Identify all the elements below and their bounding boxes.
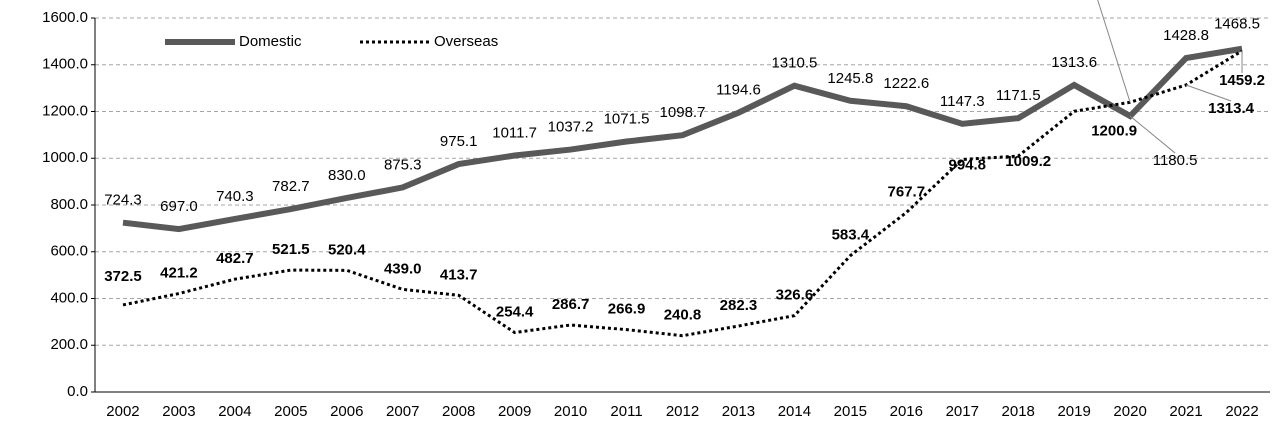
y-tick-label: 600.0 <box>50 243 88 260</box>
legend-label: Overseas <box>434 33 498 50</box>
data-label: 1011.7 <box>492 124 537 141</box>
y-tick-label: 1000.0 <box>42 149 88 166</box>
x-tick-label: 2018 <box>1002 403 1035 420</box>
data-label: 1222.6 <box>883 75 929 92</box>
x-tick-label: 2012 <box>666 403 699 420</box>
y-tick-label: 1200.0 <box>42 102 88 119</box>
data-label: 521.5 <box>272 241 310 258</box>
data-label: 1313.4 <box>1208 100 1255 117</box>
x-tick-label: 2016 <box>890 403 923 420</box>
x-tick-label: 2017 <box>946 403 979 420</box>
y-tick-label: 0.0 <box>67 383 88 400</box>
x-tick-label: 2022 <box>1225 403 1258 420</box>
x-tick-label: 2005 <box>274 403 307 420</box>
x-tick-label: 2002 <box>106 403 139 420</box>
data-label: 254.4 <box>496 304 534 321</box>
data-label: 1468.5 <box>1214 16 1260 33</box>
series-line <box>122 49 1243 338</box>
data-label: 482.7 <box>216 250 254 267</box>
x-tick-label: 2019 <box>1057 403 1090 420</box>
data-label: 697.0 <box>160 198 198 215</box>
data-label: 782.7 <box>272 178 310 195</box>
data-label: 240.8 <box>664 307 702 324</box>
data-label: 1310.5 <box>771 55 817 72</box>
x-tick-label: 2009 <box>498 403 531 420</box>
data-label: 439.0 <box>384 260 422 277</box>
data-label: 975.1 <box>440 133 478 150</box>
x-tick-label: 2014 <box>778 403 811 420</box>
data-label: 1313.6 <box>1051 54 1097 71</box>
data-label: 413.7 <box>440 266 478 283</box>
y-tick-label: 200.0 <box>50 336 88 353</box>
x-tick-label: 2006 <box>330 403 363 420</box>
data-label: 1171.5 <box>996 87 1041 104</box>
data-label: 372.5 <box>104 268 142 285</box>
y-tick-label: 1400.0 <box>42 56 88 73</box>
data-label: 1194.6 <box>716 82 761 99</box>
data-label: 1009.2 <box>1005 153 1051 170</box>
data-label: 1098.7 <box>660 104 706 121</box>
data-label: 767.7 <box>888 184 926 201</box>
x-tick-label: 2020 <box>1113 403 1146 420</box>
x-tick-label: 2008 <box>442 403 475 420</box>
data-label: 740.3 <box>216 188 254 205</box>
data-label: 1180.5 <box>1153 152 1198 169</box>
x-tick-label: 2004 <box>218 403 251 420</box>
x-tick-label: 2021 <box>1169 403 1202 420</box>
x-tick-label: 2010 <box>554 403 587 420</box>
data-label: 724.3 <box>104 192 142 209</box>
data-label: 1200.9 <box>1091 122 1137 139</box>
data-label: 583.4 <box>832 227 870 244</box>
data-label: 266.9 <box>608 301 646 318</box>
y-tick-label: 800.0 <box>50 196 88 213</box>
x-tick-label: 2015 <box>834 403 867 420</box>
data-label: 520.4 <box>328 241 366 258</box>
data-label: 1037.2 <box>548 119 594 136</box>
data-label: 1147.3 <box>940 93 985 110</box>
data-label: 1459.2 <box>1219 72 1265 89</box>
data-label: 1071.5 <box>604 111 650 128</box>
leader-line <box>1129 115 1176 154</box>
legend-label: Domestic <box>239 33 302 50</box>
leader-line <box>1185 84 1232 102</box>
x-tick-label: 2013 <box>722 403 755 420</box>
data-label: 830.0 <box>328 167 366 184</box>
x-tick-label: 2007 <box>386 403 419 420</box>
x-tick-label: 2003 <box>162 403 195 420</box>
data-label: 875.3 <box>384 156 422 173</box>
series-line <box>122 45 1243 233</box>
data-label: 1428.8 <box>1163 27 1209 44</box>
y-tick-label: 400.0 <box>50 289 88 306</box>
data-label: 282.3 <box>720 297 758 314</box>
x-tick-label: 2011 <box>610 403 642 420</box>
data-label: 326.6 <box>776 287 814 304</box>
data-label: 421.2 <box>160 265 198 282</box>
data-label: 994.8 <box>948 156 986 173</box>
y-tick-label: 1600.0 <box>42 9 88 26</box>
data-label: 1245.8 <box>827 70 873 87</box>
leader-line <box>1097 0 1131 103</box>
data-label: 286.7 <box>552 296 590 313</box>
